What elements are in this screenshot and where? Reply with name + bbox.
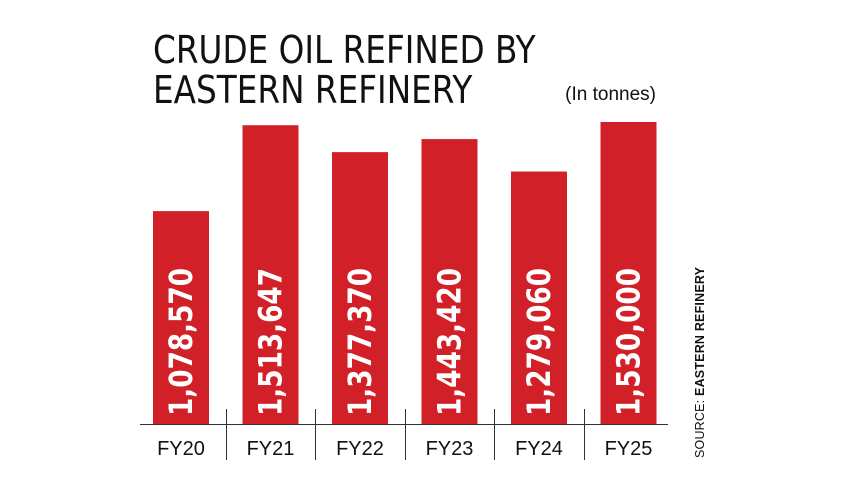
bar-fy22 bbox=[332, 152, 388, 425]
bar-value-label: 1,377,370 bbox=[341, 268, 379, 416]
x-tick-label: FY23 bbox=[426, 438, 474, 460]
bar-fy25 bbox=[600, 122, 657, 424]
title-line-1: CRUDE OIL REFINED BY bbox=[153, 28, 536, 72]
bar-fy21 bbox=[242, 125, 299, 424]
title-line-2: EASTERN REFINERY bbox=[153, 68, 473, 112]
x-tick-label: FY20 bbox=[157, 438, 205, 460]
x-tick-label: FY24 bbox=[515, 438, 563, 460]
bar-fy20 bbox=[153, 211, 209, 424]
bar-fy24 bbox=[511, 171, 567, 424]
source-credit: SOURCE: EASTERN REFINERY bbox=[693, 267, 707, 458]
chart-title: CRUDE OIL REFINED BY EASTERN REFINERY bbox=[153, 30, 536, 110]
bar-value-label: 1,078,570 bbox=[162, 268, 200, 416]
bar-value-label: 1,443,420 bbox=[431, 268, 469, 416]
source-prefix: SOURCE: bbox=[693, 395, 707, 458]
bar-fy23 bbox=[421, 139, 478, 424]
bar-value-label: 1,513,647 bbox=[252, 268, 290, 416]
x-tick-label: FY21 bbox=[247, 438, 295, 460]
x-tick-label: FY25 bbox=[605, 438, 653, 460]
bar-value-label: 1,279,060 bbox=[520, 268, 558, 416]
unit-label: (In tonnes) bbox=[565, 84, 656, 105]
bar-value-label: 1,530,000 bbox=[610, 268, 648, 416]
x-tick-label: FY22 bbox=[336, 438, 384, 460]
source-name: EASTERN REFINERY bbox=[693, 266, 707, 396]
